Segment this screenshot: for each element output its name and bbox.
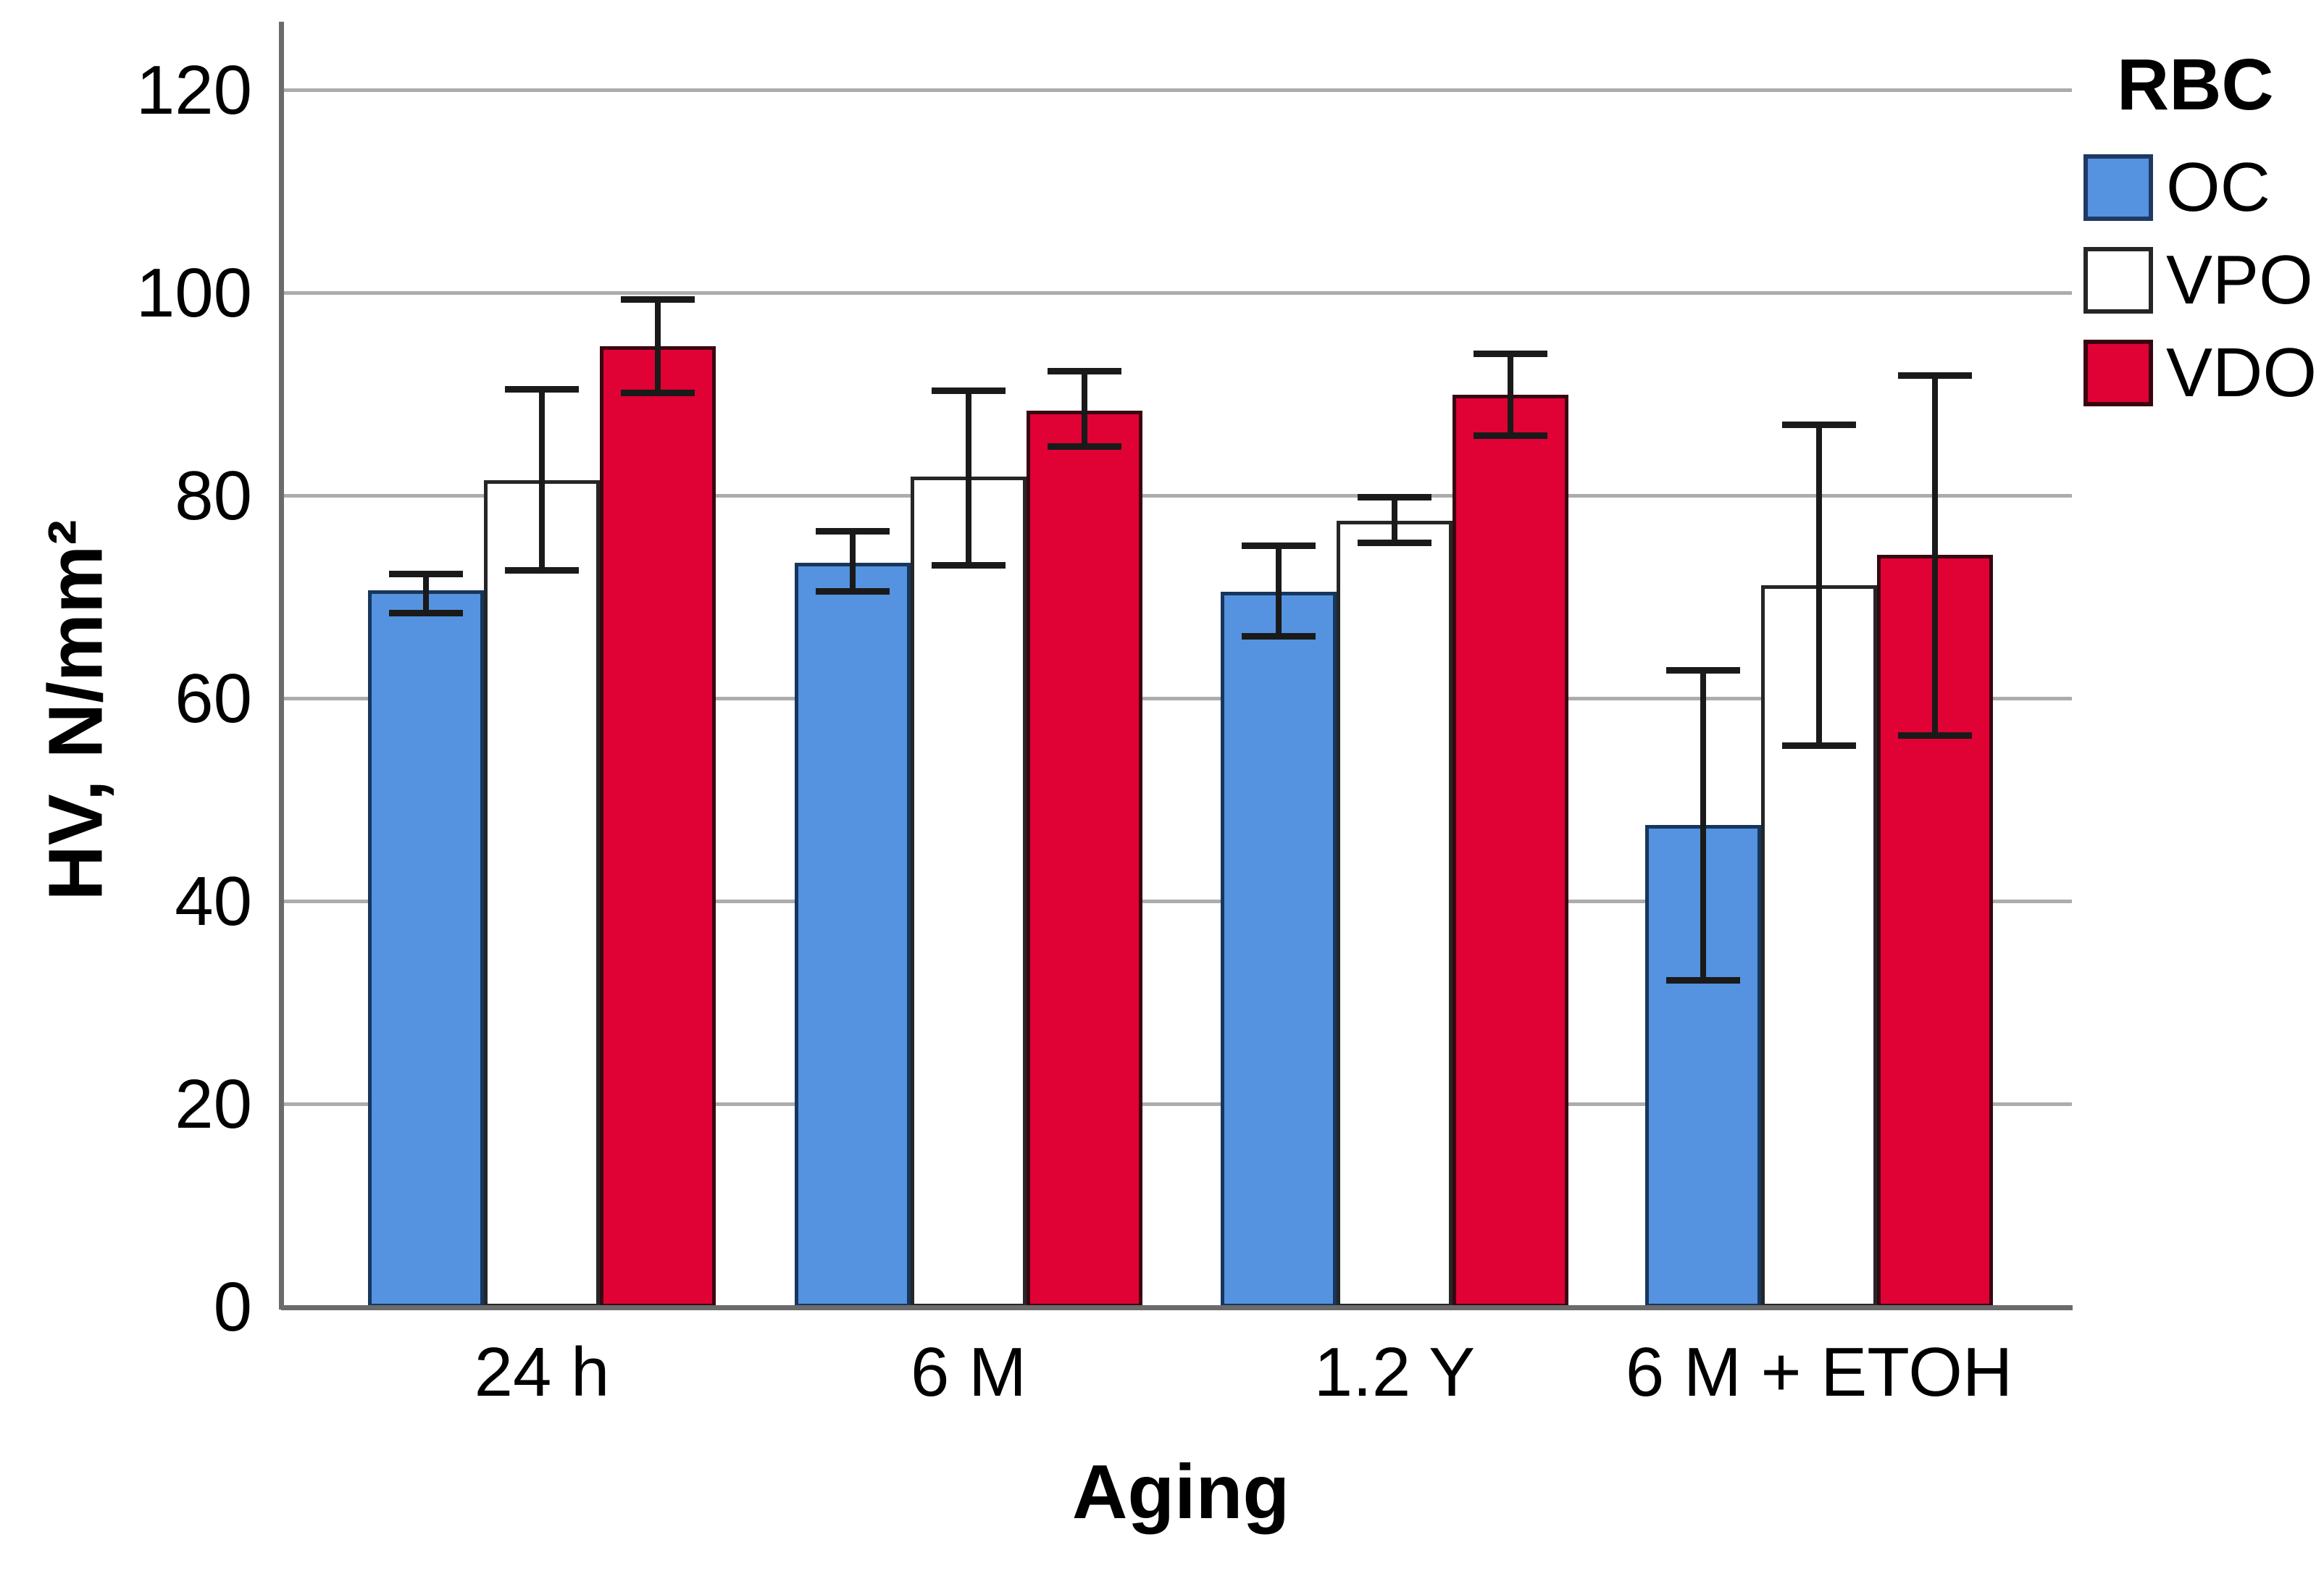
error-whisker-oc-3 [1276,548,1282,633]
error-cap-top-oc-3 [1242,542,1316,549]
y-tick-label-0: 0 [213,1268,252,1346]
legend-label-oc: OC [2166,148,2270,226]
error-cap-top-vpo-1 [505,386,579,393]
error-cap-bottom-oc-3 [1242,633,1316,640]
error-whisker-vpo-1 [539,393,545,567]
error-cap-bottom-oc-2 [816,588,890,595]
x-tick-label-2: 6 M [910,1333,1027,1411]
error-cap-bottom-vpo-1 [505,567,579,574]
bar-vpo-2 [911,477,1027,1307]
bar-oc-1 [368,590,484,1307]
legend-item-vdo: VDO [2083,337,2317,409]
gridline-100 [281,291,2072,295]
gridline-80 [281,494,2072,498]
error-cap-top-vdo-2 [1048,368,1121,374]
y-tick-label-40: 40 [175,863,252,940]
error-whisker-oc-2 [850,535,856,589]
error-cap-bottom-vdo-2 [1048,443,1121,451]
x-axis-title: Aging [1071,1449,1290,1535]
bar-oc-3 [1221,591,1337,1307]
error-cap-top-vpo-2 [932,387,1006,394]
legend-item-oc: OC [2083,151,2317,224]
bar-vpo-3 [1337,520,1452,1307]
gridline-120 [281,88,2072,92]
x-axis-baseline [281,1305,2073,1310]
error-cap-bottom-oc-4 [1666,976,1740,984]
y-tick-label-60: 60 [175,660,252,737]
bar-vpo-1 [484,479,600,1307]
y-tick-label-20: 20 [175,1065,252,1143]
error-cap-top-vpo-4 [1782,422,1856,429]
bar-vdo-3 [1452,395,1568,1307]
legend: RBC OC VPO VDO [2083,43,2317,430]
legend-item-vpo: VPO [2083,244,2317,317]
y-tick-label-80: 80 [175,457,252,535]
y-axis-line [279,22,284,1310]
error-cap-top-vpo-3 [1358,493,1431,500]
error-cap-top-vdo-3 [1474,351,1547,358]
legend-label-vdo: VDO [2166,334,2317,411]
plot-area [281,22,2072,1307]
error-cap-bottom-vpo-2 [932,562,1006,569]
error-whisker-vdo-3 [1508,357,1513,432]
gridline-20 [281,1102,2072,1106]
x-tick-label-4: 6 M + ETOH [1625,1333,2013,1411]
error-cap-bottom-vpo-4 [1782,742,1856,750]
error-whisker-oc-4 [1700,674,1706,977]
y-tick-label-100: 100 [135,254,252,332]
y-tick-label-120: 120 [135,51,252,129]
error-whisker-vpo-2 [966,393,971,562]
error-cap-top-oc-2 [816,528,890,535]
y-axis-title: HV, N/mm² [33,519,119,901]
error-whisker-vpo-3 [1392,500,1397,540]
legend-swatch-oc [2083,154,2153,221]
legend-items: OC VPO VDO [2083,151,2317,409]
x-tick-label-3: 1.2 Y [1313,1333,1476,1411]
gridline-40 [281,900,2072,903]
error-cap-bottom-oc-1 [389,609,463,616]
error-cap-bottom-vpo-3 [1358,540,1431,547]
error-whisker-vdo-2 [1082,374,1087,444]
error-cap-bottom-vdo-1 [621,390,695,396]
error-cap-bottom-vdo-4 [1898,732,1972,740]
error-cap-top-oc-1 [389,571,463,577]
error-cap-top-vdo-1 [621,296,695,303]
error-cap-bottom-vdo-3 [1474,432,1547,439]
legend-swatch-vdo [2083,340,2153,406]
legend-swatch-vpo [2083,247,2153,314]
error-cap-top-vdo-4 [1898,372,1972,379]
error-whisker-vpo-4 [1816,428,1822,743]
error-cap-top-oc-4 [1666,667,1740,674]
error-whisker-vdo-1 [655,302,661,390]
error-whisker-oc-1 [423,577,429,610]
x-tick-label-1: 24 h [474,1333,610,1411]
legend-label-vpo: VPO [2166,241,2313,319]
error-whisker-vdo-4 [1932,378,1938,733]
legend-title: RBC [2117,44,2274,125]
gridline-60 [281,697,2072,700]
bar-vdo-2 [1027,411,1142,1307]
bar-oc-2 [795,563,911,1307]
bar-vdo-1 [600,345,716,1307]
